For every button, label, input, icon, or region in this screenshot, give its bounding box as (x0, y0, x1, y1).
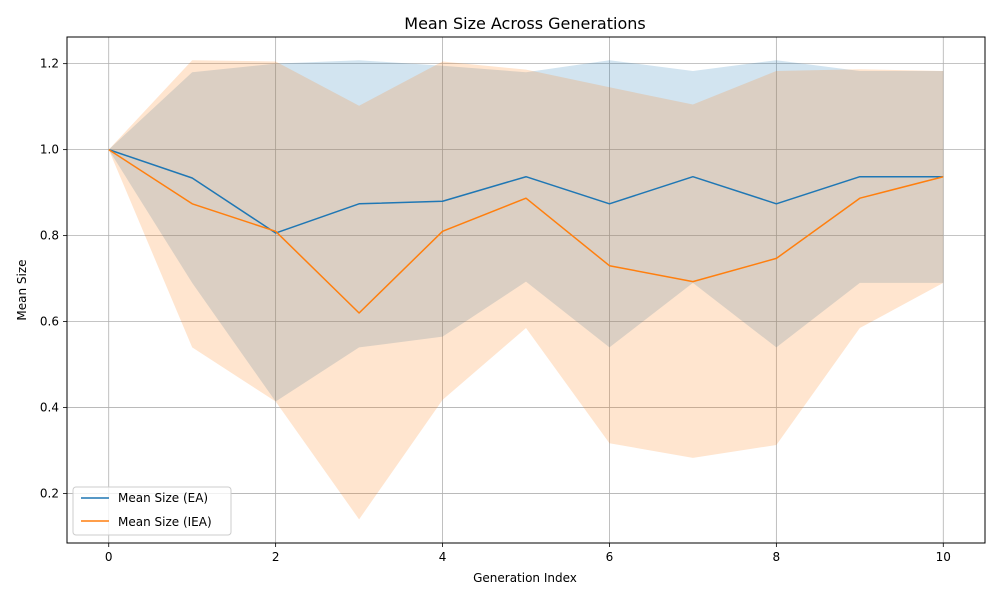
axes (66, 36, 986, 544)
line-series-1 (108, 148, 944, 234)
y-tick-label: 0.2 (40, 487, 59, 501)
y-tick-label: 0.8 (40, 229, 59, 243)
y-tick-label: 0.6 (40, 315, 59, 329)
band-series-2 (108, 60, 944, 520)
chart-title: Mean Size Across Generations (404, 14, 645, 33)
x-tick-label: 10 (936, 550, 951, 564)
legend: Mean Size (EA) Mean Size (IEA) (72, 486, 232, 536)
y-tick-label: 1.0 (40, 143, 59, 157)
line-series-2 (108, 149, 944, 314)
x-axis-label: Generation Index (473, 571, 577, 585)
confidence-bands (108, 60, 944, 520)
plot-area (67, 37, 985, 543)
series-lines (108, 148, 944, 314)
x-tick-label: 4 (439, 550, 447, 564)
x-tick-label: 6 (606, 550, 614, 564)
y-tick-label: 0.4 (40, 401, 59, 415)
plot-background (67, 37, 985, 543)
y-tick-label: 1.2 (40, 57, 59, 71)
legend-label-iea: Mean Size (IEA) (118, 515, 212, 529)
x-tick-label: 8 (773, 550, 781, 564)
grid (67, 37, 985, 543)
plot-frame (66, 36, 986, 544)
legend-label-ea: Mean Size (EA) (118, 491, 208, 505)
x-axis-ticks: 0 2 4 6 8 10 (105, 543, 951, 564)
y-axis-label: Mean Size (15, 259, 29, 320)
x-tick-label: 2 (272, 550, 280, 564)
band-series-1 (108, 60, 944, 402)
legend-box (72, 486, 232, 536)
x-tick-label: 0 (105, 550, 113, 564)
y-axis-ticks: 0.2 0.4 0.6 0.8 1.0 1.2 (40, 57, 67, 501)
